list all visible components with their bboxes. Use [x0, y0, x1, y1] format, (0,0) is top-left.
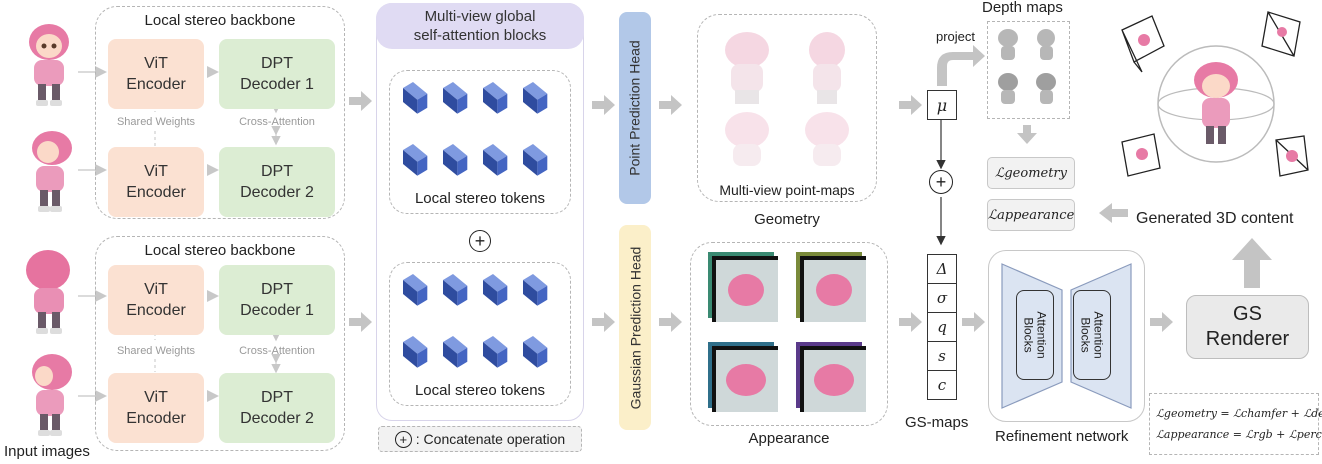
gsmap-sigma: σ [927, 284, 957, 313]
token-cubes-top [403, 82, 548, 176]
loss-geometry-box: ℒgeometry [987, 157, 1075, 189]
tokens-bottom-label: Local stereo tokens [414, 382, 546, 399]
tokens-top-label: Local stereo tokens [414, 190, 546, 207]
backbone-top-title: Local stereo backbone [144, 12, 296, 29]
block-arrows [349, 45, 1272, 332]
token-cube-1-0-2 [483, 274, 508, 306]
pointmaps-box [697, 14, 877, 202]
loss-formula-box: ℒgeometry = ℒchamfer + ℒdepth ℒappearanc… [1149, 393, 1322, 455]
concat-legend-icon: + [394, 430, 412, 448]
project-label: project [936, 29, 976, 44]
vit-encoder-bottom-2: ViT Encoder [108, 373, 204, 443]
input-image-3 [20, 244, 78, 341]
input-image-4 [22, 346, 78, 443]
token-cube-0-1-2 [483, 144, 508, 176]
token-cube-0-1-1 [443, 144, 468, 176]
token-cube-1-0-0 [403, 274, 428, 306]
refinement-network-label: Refinement network [995, 428, 1129, 445]
mu-box: μ [927, 90, 957, 120]
token-cube-1-1-2 [483, 336, 508, 368]
gaussian-maps-figures [708, 252, 866, 412]
backbone-bottom-box [95, 236, 345, 451]
pointmaps-label: Multi-view point-maps [719, 182, 855, 198]
generated-3d-figure [1121, 11, 1309, 177]
token-cube-0-0-0 [403, 82, 428, 114]
appearance-label: Appearance [748, 430, 830, 447]
input-image-1 [18, 14, 80, 113]
input-images-label: Input images [4, 443, 90, 460]
attention-blocks-2: Attention Blocks [1073, 290, 1111, 380]
token-cubes-bottom [403, 274, 548, 368]
vit-encoder-bottom-1: ViT Encoder [108, 265, 204, 335]
token-cube-1-1-3 [523, 336, 548, 368]
input-image-2 [20, 122, 78, 219]
plus-icon: + [929, 170, 953, 194]
cross-attention-bottom: Cross-Attention [239, 345, 315, 357]
formula-geometry: ℒgeometry = ℒchamfer + ℒdepth [1156, 407, 1322, 420]
token-cube-1-1-0 [403, 336, 428, 368]
attention-blocks-1: Attention Blocks [1016, 290, 1054, 380]
dpt-decoder-top-2: DPT Decoder 2 [219, 147, 335, 217]
gaussian-prediction-head: Gaussian Prediction Head [619, 225, 651, 430]
gsmap-delta: Δ [927, 255, 957, 284]
dpt-decoder-bottom-1: DPT Decoder 1 [219, 265, 335, 335]
token-cube-1-0-1 [443, 274, 468, 306]
token-cube-0-1-0 [403, 144, 428, 176]
dpt-decoder-bottom-2: DPT Decoder 2 [219, 373, 335, 443]
gs-renderer-box: GS Renderer [1186, 295, 1309, 359]
refinement-trapezoids [1001, 263, 1132, 409]
generated-3d-label: Generated 3D content [1136, 210, 1294, 227]
gsmap-q: q [927, 313, 957, 342]
token-cube-0-1-3 [523, 144, 548, 176]
gsmap-c: c [927, 371, 957, 400]
token-cube-0-0-3 [523, 82, 548, 114]
loss-appearance-box: ℒappearance [987, 199, 1075, 231]
formula-appearance: ℒappearance = ℒrgb + ℒperceptual [1156, 428, 1322, 441]
token-cube-0-0-2 [483, 82, 508, 114]
gsmaps-stack: Δ σ q s c [927, 254, 957, 400]
token-cube-1-0-3 [523, 274, 548, 306]
token-cube-1-1-1 [443, 336, 468, 368]
cross-attention-top: Cross-Attention [239, 116, 315, 128]
global-attention-title: Multi-view global self-attention blocks [376, 3, 584, 49]
refinement-network-box [988, 250, 1145, 422]
tokens-bottom-box [389, 262, 571, 406]
geometry-label: Geometry [754, 211, 820, 228]
shared-weights-bottom: Shared Weights [116, 345, 196, 357]
backbone-bottom-title: Local stereo backbone [144, 242, 296, 259]
shared-weights-top: Shared Weights [116, 116, 196, 128]
pointmaps-figures [725, 32, 849, 166]
vit-encoder-top-2: ViT Encoder [108, 147, 204, 217]
gsmaps-label: GS-maps [905, 414, 969, 431]
depth-maps-label: Depth maps [982, 0, 1063, 16]
concat-plus-icon: + [469, 230, 491, 252]
point-prediction-head: Point Prediction Head [619, 12, 651, 204]
depth-maps-box [987, 21, 1070, 119]
gaussian-maps-box [690, 242, 888, 426]
gsmap-s: s [927, 342, 957, 371]
dpt-decoder-top-1: DPT Decoder 1 [219, 39, 335, 109]
vit-encoder-top-1: ViT Encoder [108, 39, 204, 109]
backbone-top-box [95, 6, 345, 219]
tokens-top-box [389, 70, 571, 214]
token-cube-0-0-1 [443, 82, 468, 114]
concat-legend: + : Concatenate operation [378, 426, 582, 452]
